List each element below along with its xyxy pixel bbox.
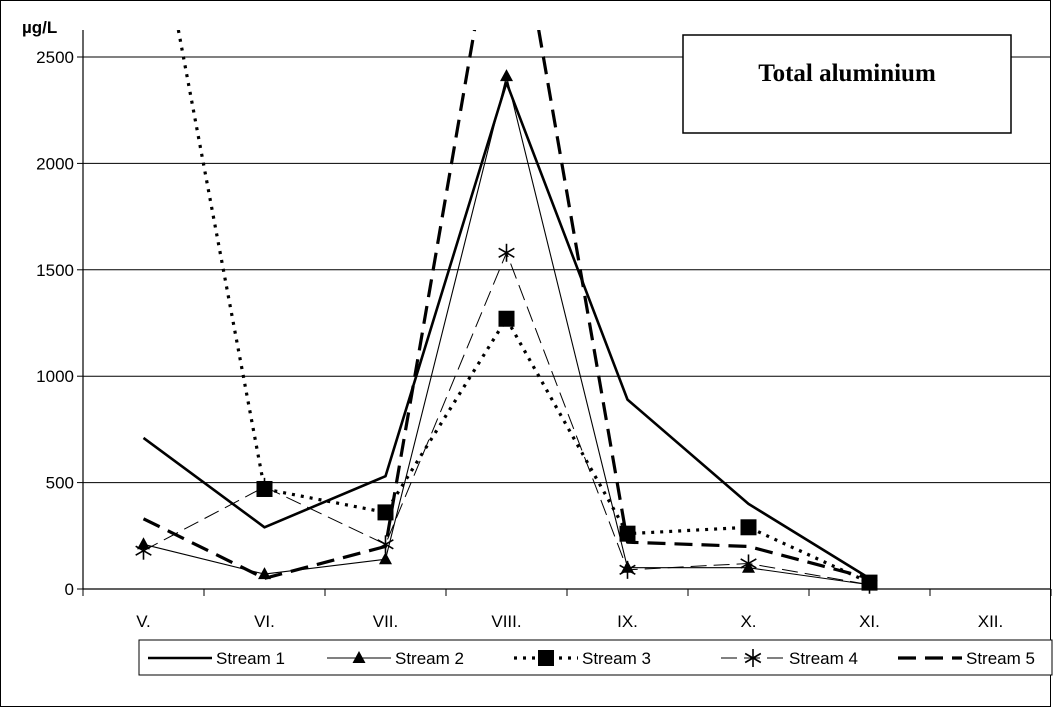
series-4-point	[498, 243, 515, 262]
legend-label: Stream 4	[789, 649, 858, 668]
y-tick-label: 2000	[36, 154, 74, 173]
legend-item-3: Stream 3	[514, 649, 651, 668]
legend-marker	[538, 650, 554, 666]
x-tick-label: X.	[740, 612, 756, 631]
series-2-point	[258, 567, 271, 580]
legend-item-1: Stream 1	[148, 649, 285, 668]
y-tick-label: 500	[46, 474, 74, 493]
x-tick-label: XII.	[978, 612, 1004, 631]
series-2-point	[500, 69, 513, 82]
legend-marker	[744, 649, 762, 667]
title-box: Total aluminium	[682, 34, 1012, 134]
series-4-point	[135, 541, 152, 560]
legend-label: Stream 3	[582, 649, 651, 668]
series-3-point	[619, 525, 636, 542]
legend-item-5: Stream 5	[898, 649, 1035, 668]
series-4-point	[861, 575, 878, 594]
y-tick-label: 2500	[36, 48, 74, 67]
y-tick-label: 0	[65, 580, 74, 599]
legend-label: Stream 5	[966, 649, 1035, 668]
x-tick-label: XI.	[859, 612, 880, 631]
legend-item-2: Stream 2	[327, 649, 464, 668]
y-tick-label: 1500	[36, 261, 74, 280]
series-3-point	[377, 504, 394, 521]
legend-item-4: Stream 4	[721, 649, 858, 668]
x-tick-label: VII.	[373, 612, 399, 631]
y-axis-unit-label: µg/L	[22, 18, 57, 37]
series-4-point	[740, 554, 757, 573]
legend-label: Stream 1	[216, 649, 285, 668]
chart-title: Total aluminium	[758, 60, 936, 87]
legend-label: Stream 2	[395, 649, 464, 668]
x-tick-label: IX.	[617, 612, 638, 631]
series-3-point	[740, 519, 757, 536]
x-tick-label: VIII.	[491, 612, 521, 631]
series-line-4	[143, 252, 870, 586]
series-4-point	[619, 560, 636, 579]
series-4-point	[377, 535, 394, 554]
legend-marker	[352, 651, 366, 663]
legend: Stream 1 Stream 2 Stream 3 Stream 4 Stream 5	[138, 639, 1053, 676]
series-2-point	[379, 552, 392, 565]
series-4-point	[256, 477, 273, 496]
series-line-2	[143, 75, 870, 586]
x-tick-label: VI.	[254, 612, 275, 631]
series-line-1	[142, 81, 871, 580]
x-tick-label: V.	[136, 612, 151, 631]
series-3-point	[498, 310, 515, 327]
y-tick-label: 1000	[36, 367, 74, 386]
